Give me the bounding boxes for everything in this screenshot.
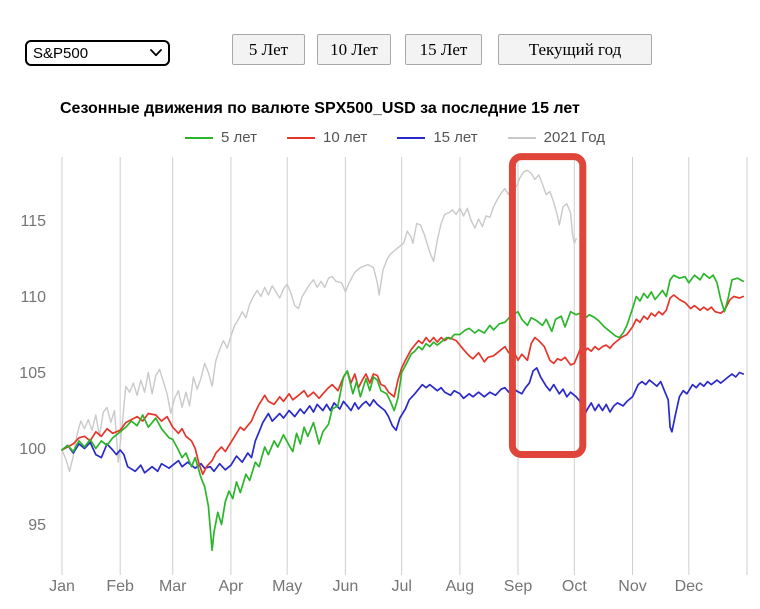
range-button-current-year[interactable]: Текущий год	[498, 34, 652, 65]
symbol-select[interactable]: S&P500	[25, 40, 170, 66]
x-tick-label: Jul	[391, 578, 412, 595]
x-tick-label: Apr	[218, 578, 244, 595]
range-button-15y[interactable]: 15 Лет	[405, 34, 482, 65]
legend-label: 15 лет	[433, 129, 478, 146]
legend-line-swatch-gray	[507, 136, 536, 139]
x-tick-label: May	[272, 578, 303, 595]
legend-label: 10 лет	[322, 129, 368, 146]
x-tick-label: Nov	[618, 578, 647, 595]
x-tick-label: Dec	[674, 578, 704, 595]
symbol-select-wrap: S&P500	[25, 40, 170, 66]
y-tick-label: 115	[20, 213, 46, 230]
chart-legend: 5 лет 10 лет 15 лет 2021 Год	[185, 129, 605, 146]
legend-item-5y: 5 лет	[185, 129, 257, 146]
x-tick-label: Jun	[332, 578, 359, 595]
legend-item-15y: 15 лет	[397, 129, 478, 146]
x-tick-label: Oct	[561, 578, 587, 595]
y-tick-label: 110	[20, 289, 46, 306]
x-tick-label: Mar	[158, 578, 187, 595]
x-tick-label: Jan	[49, 578, 75, 595]
range-button-10y[interactable]: 10 Лет	[317, 34, 391, 65]
legend-line-swatch-green	[185, 136, 213, 139]
legend-item-10y: 10 лет	[286, 129, 368, 146]
chart-title: Сезонные движения по валюте SPX500_USD з…	[60, 100, 580, 117]
legend-line-swatch-red	[286, 136, 315, 139]
legend-item-2021: 2021 Год	[507, 129, 606, 146]
x-tick-label: Aug	[445, 578, 475, 595]
legend-label: 5 лет	[221, 129, 257, 146]
legend-line-swatch-blue	[397, 136, 426, 139]
y-tick-label: 105	[19, 365, 46, 382]
range-button-5y[interactable]: 5 Лет	[232, 34, 305, 65]
y-tick-label: 95	[28, 517, 46, 534]
y-tick-label: 100	[19, 441, 46, 458]
x-tick-label: Sep	[503, 578, 533, 595]
legend-label: 2021 Год	[543, 129, 606, 146]
x-tick-label: Feb	[106, 578, 134, 595]
